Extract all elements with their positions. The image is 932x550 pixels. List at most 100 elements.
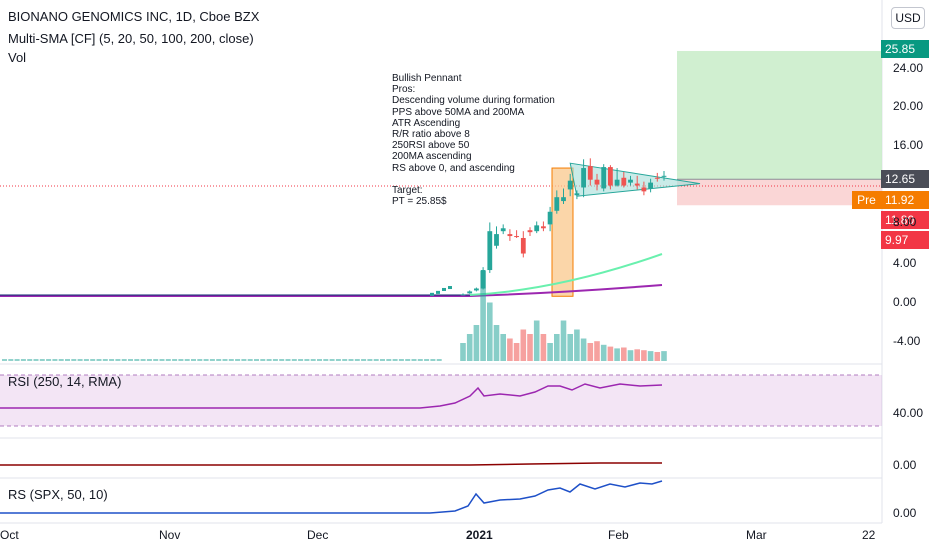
volume-bar	[354, 359, 360, 361]
volume-bar	[260, 359, 266, 361]
volume-legend[interactable]: Vol	[8, 50, 27, 65]
macd-axis-tick: 0.00	[893, 458, 917, 472]
candle-body	[587, 166, 593, 180]
volume-bar	[58, 359, 64, 361]
volume-bar	[647, 351, 654, 361]
volume-bar	[398, 359, 404, 361]
symbol-title[interactable]: BIONANO GENOMICS INC, 1D, Cboe BZX	[8, 9, 260, 24]
price-tick-label: 8.00	[893, 215, 917, 229]
volume-bar	[654, 352, 661, 361]
volume-bar	[20, 359, 26, 361]
volume-bar	[487, 302, 493, 361]
volume-bar	[235, 359, 241, 361]
volume-bar	[323, 359, 329, 361]
currency-button[interactable]: USD	[891, 7, 925, 29]
price-tick-label: 24.00	[893, 61, 924, 75]
candle-body	[541, 226, 546, 229]
price-tick-label: 0.00	[893, 295, 917, 309]
stop-zone	[677, 179, 882, 206]
volume-bar	[567, 334, 573, 361]
annotation-line: 250RSI above 50	[392, 140, 470, 152]
volume-bar	[329, 359, 335, 361]
sma-legend[interactable]: Multi-SMA [CF] (5, 20, 50, 100, 200, clo…	[8, 31, 254, 46]
volume-bar	[436, 359, 442, 361]
volume-bar	[540, 334, 547, 361]
volume-bar	[430, 359, 436, 361]
volume-bar	[405, 359, 411, 361]
volume-bar	[27, 359, 33, 361]
ma50-line	[469, 253, 663, 296]
volume-bar	[146, 359, 152, 361]
rs-legend[interactable]: RS (SPX, 50, 10)	[8, 487, 108, 502]
volume-bar	[203, 359, 209, 361]
volume-bar	[473, 325, 480, 361]
volume-bar	[411, 359, 417, 361]
annotation-line: Pros:	[392, 84, 416, 96]
price-tick-label: -4.00	[893, 334, 921, 348]
candle-body	[601, 167, 607, 189]
volume-bar	[134, 359, 140, 361]
candle-body	[634, 183, 640, 186]
rsi-legend[interactable]: RSI (250, 14, RMA)	[8, 374, 122, 389]
annotation-line: 200MA ascending	[392, 151, 472, 163]
candle-body	[460, 294, 466, 296]
pattern-annotation: Bullish Pennant Pros: Descending volume du…	[392, 73, 555, 207]
annotation-line: RS above 0, and ascending	[392, 162, 515, 174]
volume-bar	[96, 359, 102, 361]
volume-bar	[90, 359, 96, 361]
candle-body	[527, 230, 533, 233]
volume-bar	[580, 338, 587, 361]
target-price-label: 25.85	[881, 40, 929, 58]
candle-body	[661, 175, 667, 177]
volume-bar	[607, 346, 614, 361]
volume-bar	[46, 359, 52, 361]
premarket-tag: Pre	[852, 191, 881, 209]
time-tick-label: Oct	[0, 528, 19, 542]
candle-body	[608, 167, 613, 186]
volume-bar	[520, 329, 527, 361]
volume-bar	[197, 359, 203, 361]
time-tick-label: 2021	[466, 528, 493, 542]
volume-bar	[500, 334, 506, 361]
volume-bar	[627, 350, 634, 361]
candle-body	[436, 290, 440, 294]
candle-body	[581, 168, 586, 188]
volume-bar	[466, 334, 473, 361]
annotation-line: Bullish Pennant	[392, 73, 462, 84]
volume-bar	[247, 359, 253, 361]
volume-bar	[172, 359, 178, 361]
volume-bar	[527, 334, 533, 361]
candle-body	[507, 234, 513, 237]
volume-bar	[507, 338, 513, 361]
time-tick-label: 22	[862, 528, 876, 542]
volume-bar	[178, 359, 184, 361]
candle-body	[574, 193, 580, 196]
volume-bar	[348, 359, 354, 361]
volume-bar	[386, 359, 392, 361]
volume-bar	[109, 359, 115, 361]
volume-bar	[480, 271, 486, 361]
volume-bar	[216, 359, 222, 361]
price-tick-label: 4.00	[893, 256, 917, 270]
volume-bar	[14, 359, 20, 361]
annotation-line: PT = 25.85$	[392, 196, 447, 208]
volume-bar	[8, 359, 14, 361]
volume-bar	[298, 359, 304, 361]
volume-bar	[493, 325, 500, 361]
volume-bar	[417, 359, 423, 361]
volume-bar	[661, 351, 667, 361]
volume-bar	[460, 343, 466, 361]
annotation-line: R/R ratio above 8	[392, 128, 470, 140]
candle-body	[567, 180, 573, 190]
volume-bar	[587, 343, 594, 361]
candle-body	[547, 211, 553, 225]
candle-body	[621, 177, 627, 186]
volume-bar	[621, 347, 627, 361]
volume-bar	[614, 348, 620, 361]
volume-bar	[380, 359, 385, 361]
target-zone	[677, 50, 882, 180]
volume-bar	[52, 359, 58, 361]
annotation-line: Target:	[392, 184, 423, 196]
